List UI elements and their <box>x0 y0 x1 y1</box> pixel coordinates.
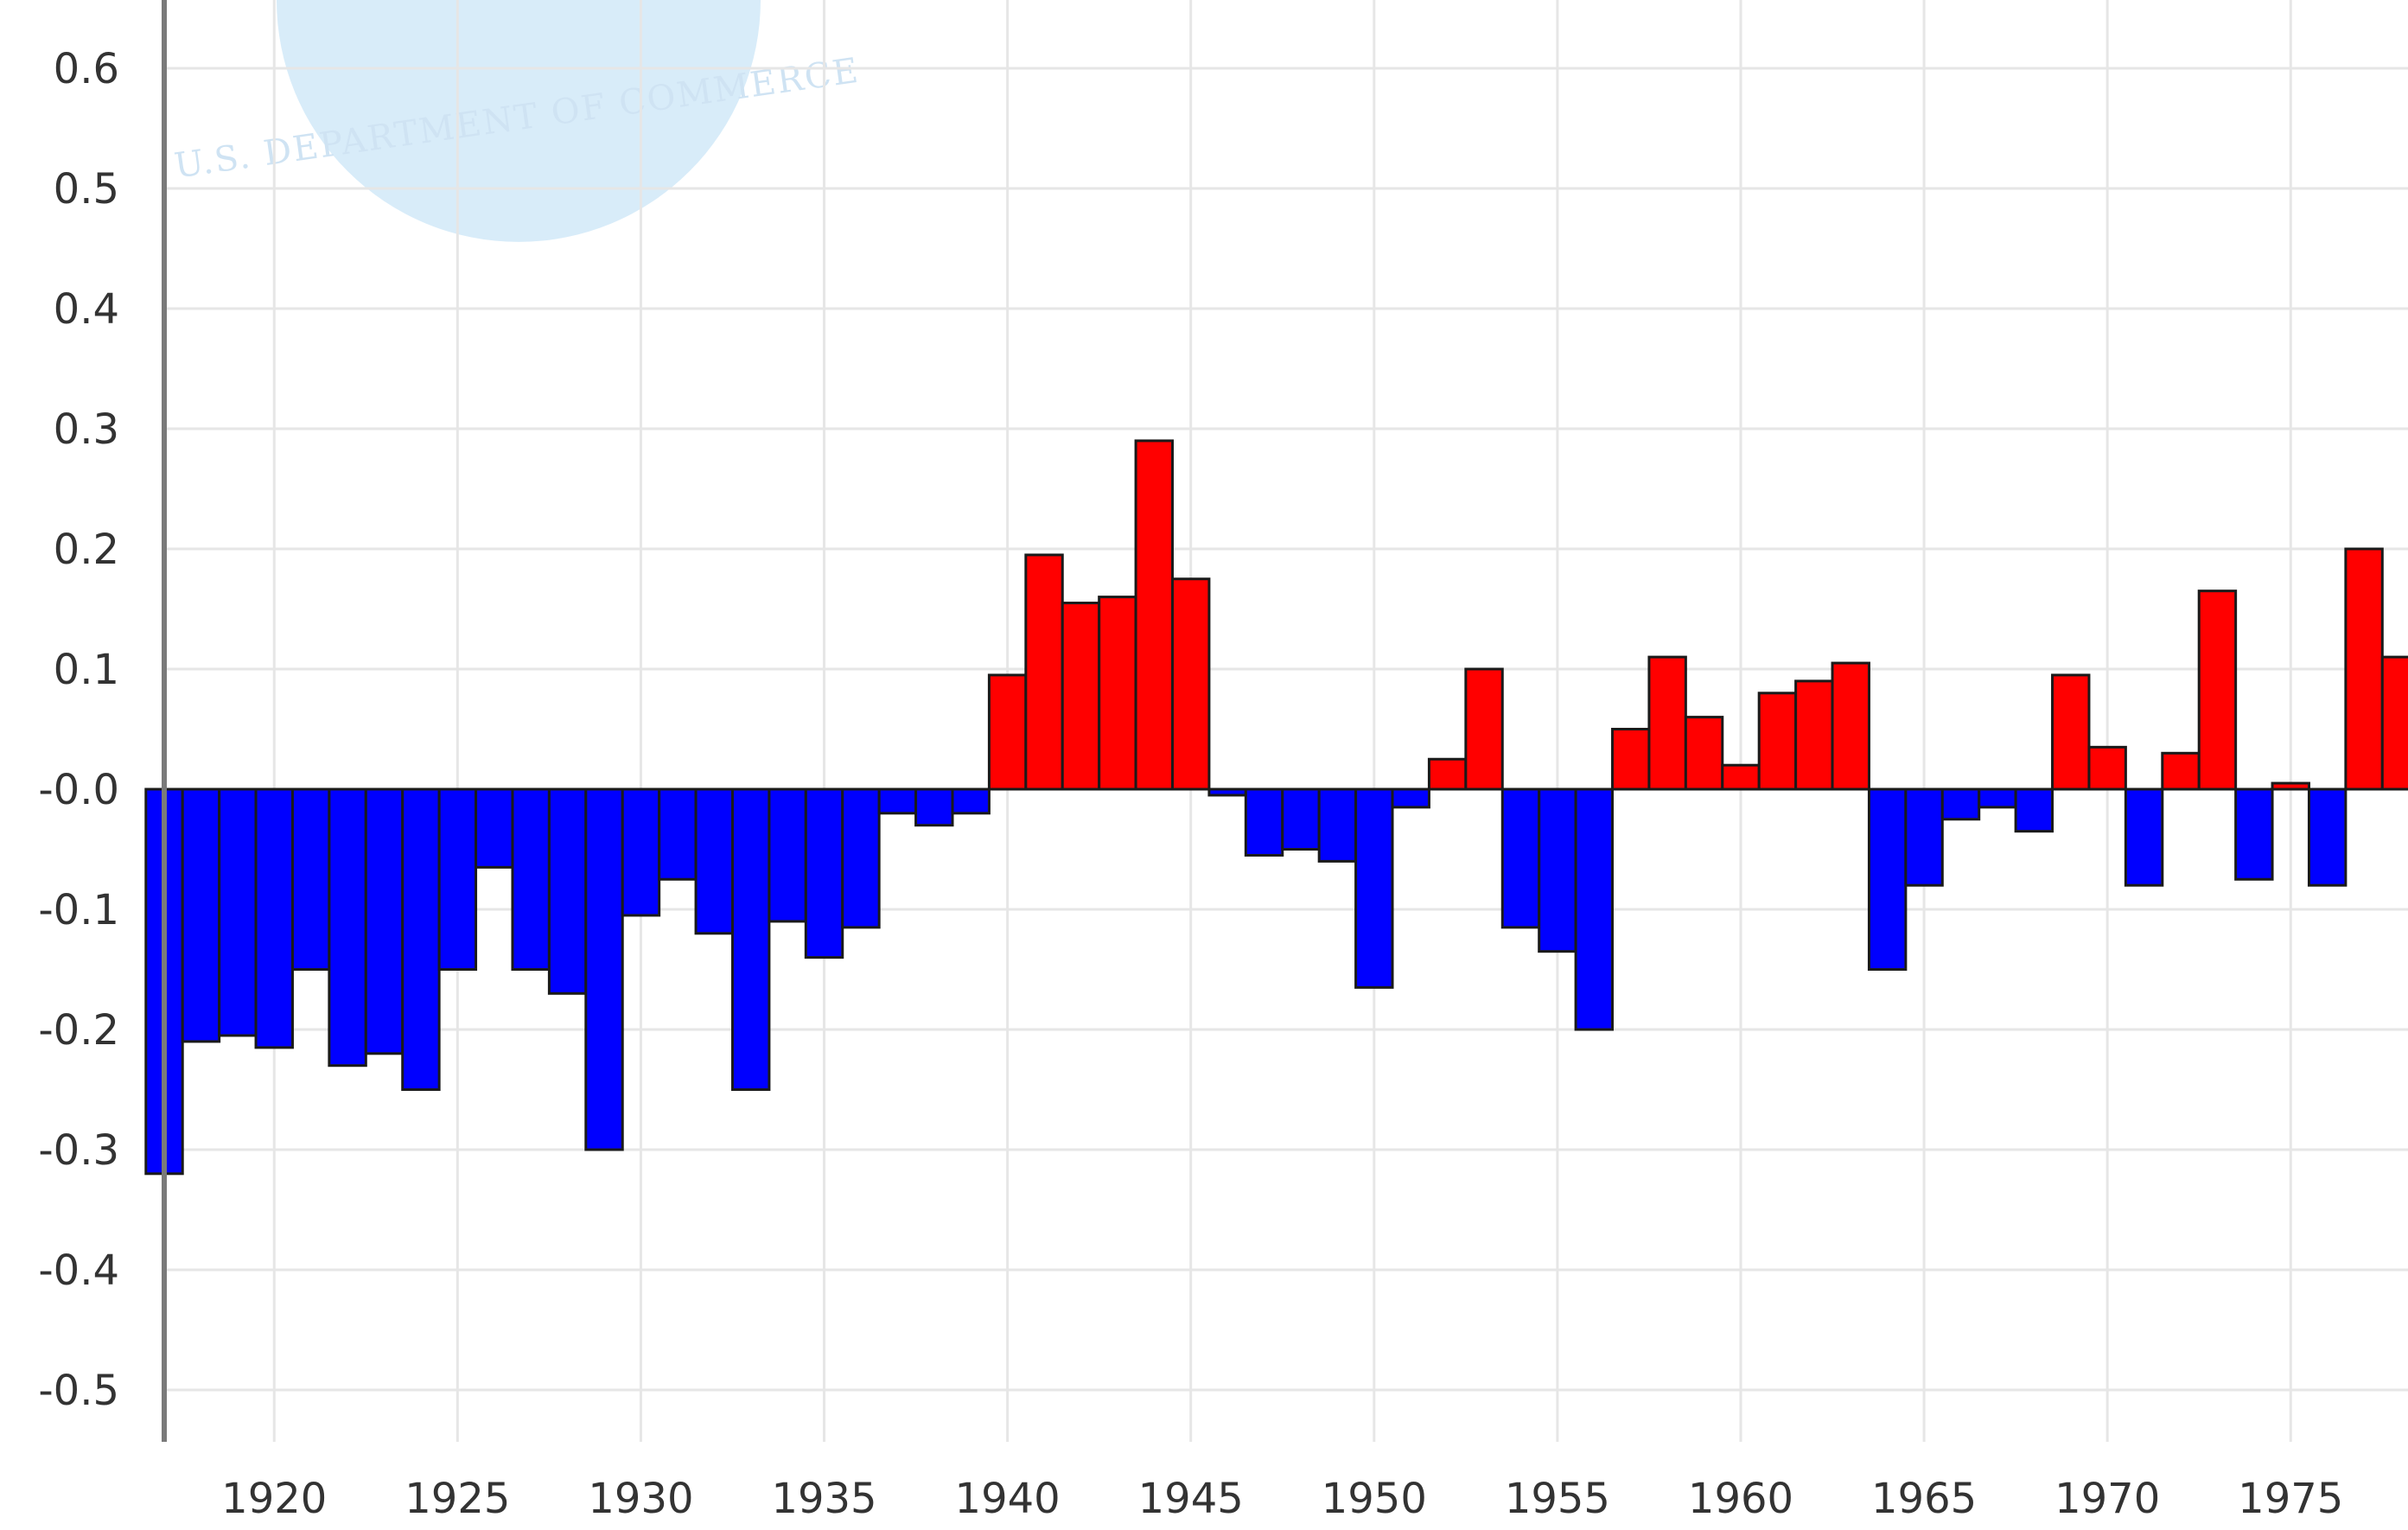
bar-1964 <box>1867 787 1908 971</box>
bar-1932 <box>694 787 734 935</box>
bar-1940 <box>987 673 1028 791</box>
bar-1951 <box>1391 787 1430 809</box>
bar-1953 <box>1464 667 1504 791</box>
x-tick-label: 1955 <box>1505 1475 1610 1523</box>
bar-1944 <box>1134 439 1175 791</box>
bar-1943 <box>1098 596 1137 791</box>
bar-1936 <box>841 787 881 929</box>
y-tick-label: 0.5 <box>54 165 119 214</box>
x-tick-label: 1940 <box>955 1475 1061 1523</box>
bar-1935 <box>804 787 844 959</box>
y-tick-label: -0.1 <box>38 886 119 934</box>
bar-1928 <box>547 787 588 995</box>
bar-1978 <box>2380 655 2408 791</box>
bar-1974 <box>2234 787 2274 881</box>
x-tick-label: 1945 <box>1138 1475 1244 1523</box>
bar-1970 <box>2087 745 2127 791</box>
bar-1920 <box>254 787 294 1049</box>
bar-1929 <box>584 787 624 1151</box>
bar-1975 <box>2271 781 2310 791</box>
bar-1962 <box>1794 679 1834 791</box>
y-tick-label: -0.5 <box>38 1367 119 1415</box>
bar-1948 <box>1281 787 1321 851</box>
y-tick-label: 0.6 <box>54 45 119 93</box>
y-tick-label: 0.2 <box>54 526 119 574</box>
bar-1969 <box>2051 673 2091 791</box>
bar-1922 <box>328 787 367 1068</box>
bar-1941 <box>1024 553 1064 791</box>
anomaly-bars <box>144 439 2408 1176</box>
bar-1924 <box>401 787 441 1091</box>
x-tick-label: 1935 <box>771 1475 876 1523</box>
y-axis-tick-labels: 0.6 0.5 0.4 0.3 0.2 0.1 -0.0 -0.1 -0.2 -0.3 -0.4 -0… <box>38 45 119 1415</box>
x-tick-label: 1950 <box>1322 1475 1427 1523</box>
bar-1957 <box>1611 728 1651 791</box>
x-tick-label: 1920 <box>221 1475 327 1523</box>
x-tick-label: 1975 <box>2238 1475 2343 1523</box>
bar-1968 <box>2014 787 2054 833</box>
bar-1956 <box>1574 787 1615 1031</box>
bar-1947 <box>1244 787 1284 857</box>
x-axis-tick-labels: 1920 1925 1930 1935 1940 1945 1950 1955 1960 1965… <box>221 1475 2343 1523</box>
bar-1919 <box>218 787 258 1037</box>
x-tick-label: 1930 <box>588 1475 693 1523</box>
y-tick-label: -0.3 <box>38 1126 119 1175</box>
y-tick-label: -0.2 <box>38 1006 119 1055</box>
x-tick-label: 1960 <box>1688 1475 1793 1523</box>
bar-1973 <box>2197 590 2238 791</box>
bar-1942 <box>1061 602 1101 791</box>
bar-1931 <box>658 787 698 881</box>
bar-1963 <box>1831 661 1870 791</box>
bar-1972 <box>2161 751 2201 791</box>
bar-1965 <box>1904 787 1944 887</box>
bar-1918 <box>181 787 221 1043</box>
bar-1977 <box>2344 547 2384 791</box>
y-tick-label: 0.4 <box>54 285 119 334</box>
bar-1923 <box>364 787 405 1055</box>
x-tick-label: 1970 <box>2054 1475 2160 1523</box>
bar-1960 <box>1721 763 1761 791</box>
bar-1933 <box>730 787 771 1091</box>
bar-1937 <box>877 787 918 815</box>
y-tick-label: 0.1 <box>54 646 119 694</box>
bar-1926 <box>475 787 514 869</box>
bar-1954 <box>1500 787 1541 929</box>
bar-1952 <box>1427 757 1468 791</box>
bar-1927 <box>511 787 551 971</box>
bar-1938 <box>914 787 954 827</box>
bar-1946 <box>1207 787 1247 797</box>
bar-1939 <box>951 787 991 815</box>
bar-1921 <box>290 787 331 971</box>
y-tick-label: 0.3 <box>54 405 119 454</box>
bar-1966 <box>1940 787 1981 821</box>
bar-1976 <box>2307 787 2347 887</box>
bar-1971 <box>2124 787 2164 887</box>
y-tick-label: -0.4 <box>38 1246 119 1295</box>
x-tick-label: 1925 <box>405 1475 510 1523</box>
bar-1958 <box>1647 655 1687 791</box>
bar-1934 <box>768 787 807 923</box>
bar-1925 <box>437 787 478 971</box>
bar-1950 <box>1354 787 1394 989</box>
bar-1949 <box>1317 787 1358 863</box>
bar-1967 <box>1978 787 2017 809</box>
bar-1959 <box>1684 716 1724 791</box>
bar-1955 <box>1538 787 1577 953</box>
y-tick-label: -0.0 <box>38 766 119 814</box>
bar-1961 <box>1757 692 1798 791</box>
bar-1930 <box>621 787 661 917</box>
bar-1945 <box>1171 577 1211 791</box>
x-tick-label: 1965 <box>1871 1475 1977 1523</box>
